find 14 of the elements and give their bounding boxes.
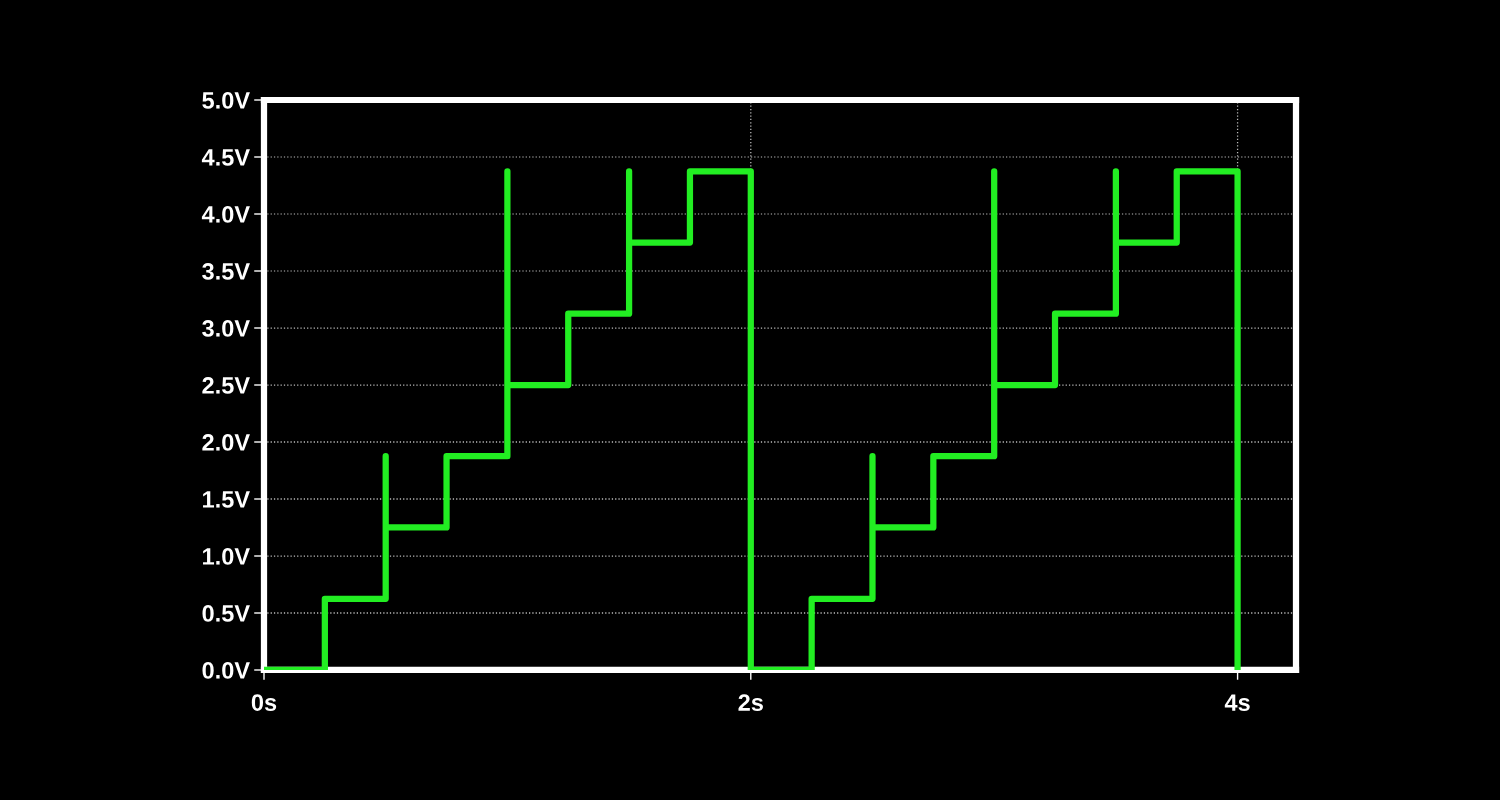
y-tick-label: 3.5V [202, 263, 250, 280]
y-tick-label: 2.5V [202, 377, 250, 394]
y-tick-label: 4.0V [201, 206, 250, 223]
y-tick-label: 3.0V [202, 320, 250, 337]
y-tick-label: 4.5V [201, 149, 250, 166]
y-tick-label: 1.0V [203, 548, 250, 565]
y-tick-label: 2.0V [202, 434, 250, 451]
y-tick-label: 5.0V [202, 92, 250, 109]
y-tick-label: 1.5V [203, 491, 250, 508]
x-tick-label: 0s [251, 694, 277, 711]
x-tick-label: 4s [1224, 694, 1250, 711]
x-tick-label: 2s [738, 694, 763, 711]
y-tick-label: 0.5V [202, 605, 250, 622]
y-tick-label: 0.0V [202, 662, 250, 679]
